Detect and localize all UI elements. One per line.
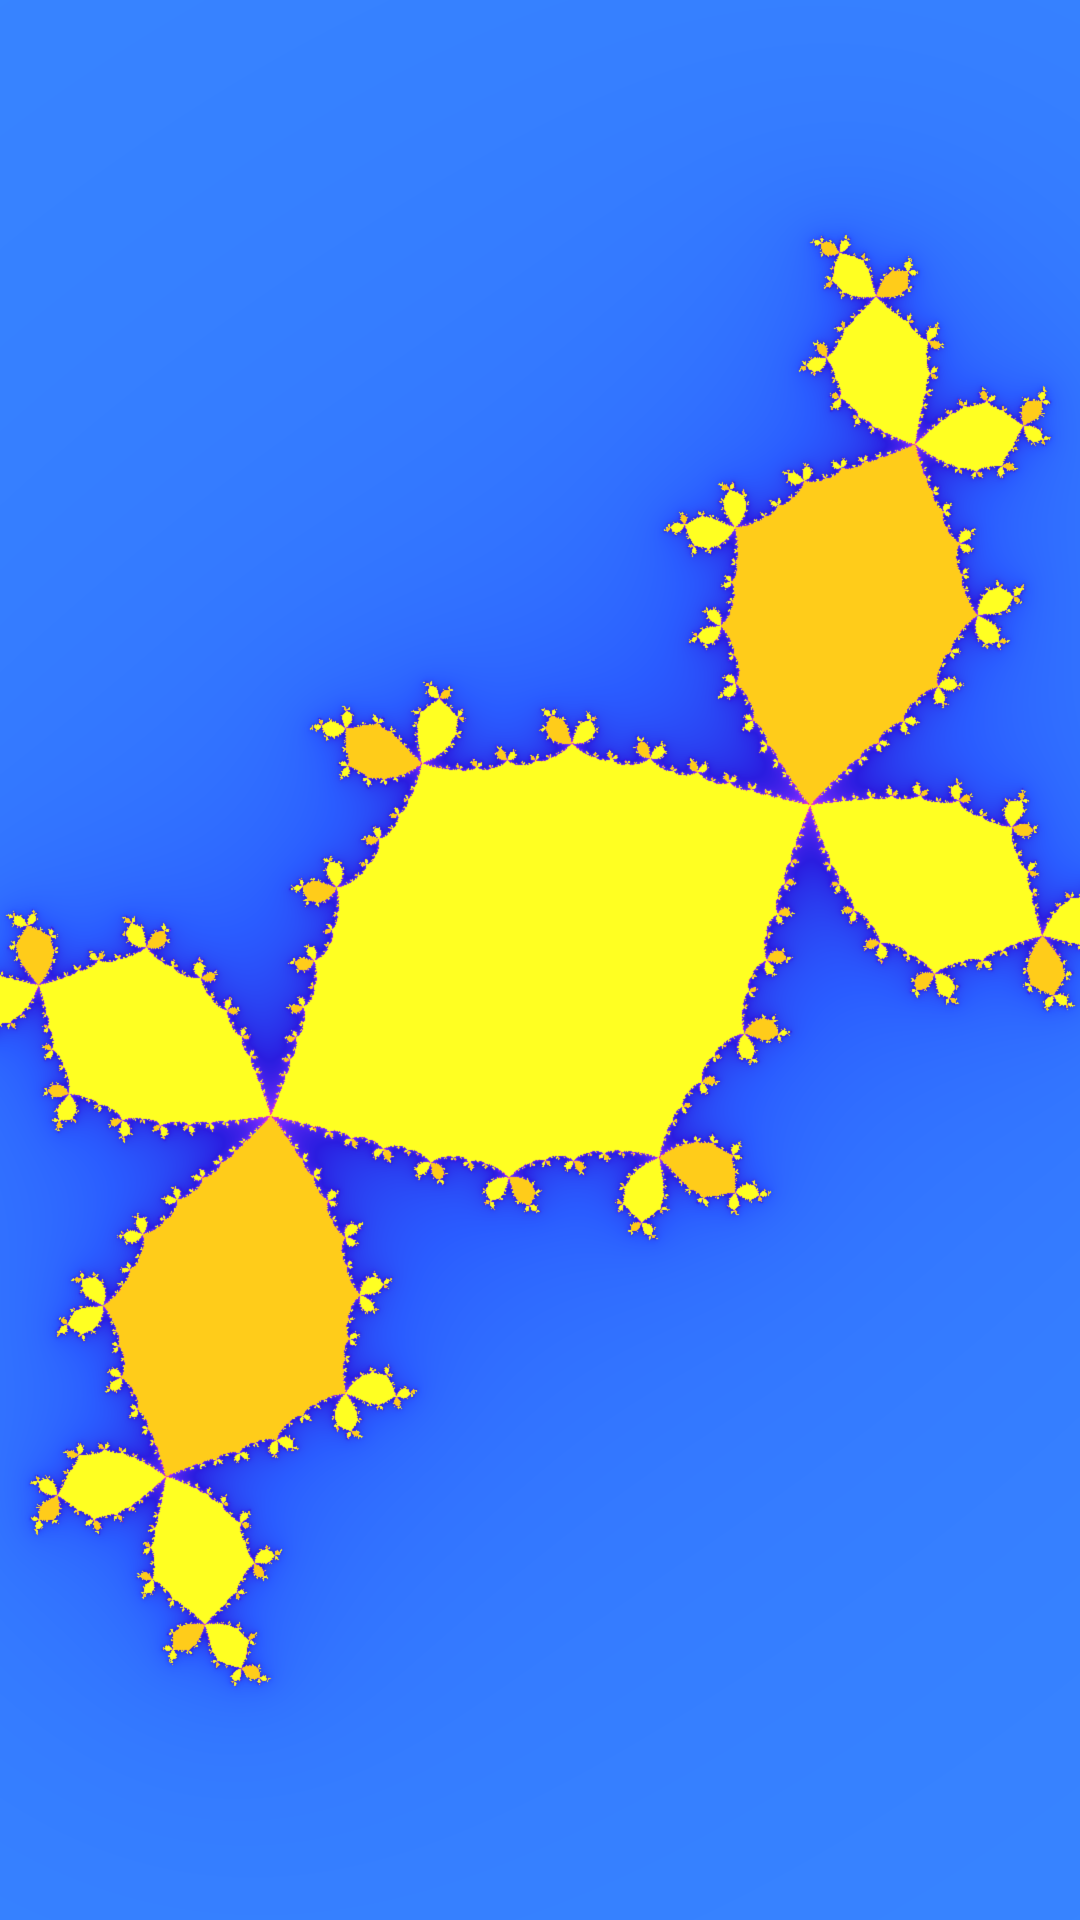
julia-fractal-image [0, 0, 1080, 1920]
